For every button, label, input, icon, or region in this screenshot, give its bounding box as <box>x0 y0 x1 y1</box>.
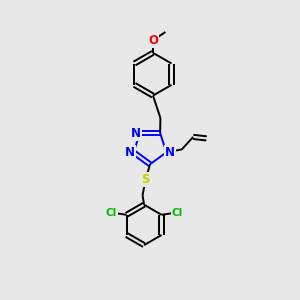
Text: S: S <box>141 173 150 186</box>
Text: N: N <box>131 127 141 140</box>
Text: N: N <box>165 146 175 159</box>
Text: Cl: Cl <box>106 208 117 218</box>
Text: N: N <box>125 146 135 159</box>
Text: O: O <box>148 34 158 47</box>
Text: Cl: Cl <box>171 208 183 218</box>
